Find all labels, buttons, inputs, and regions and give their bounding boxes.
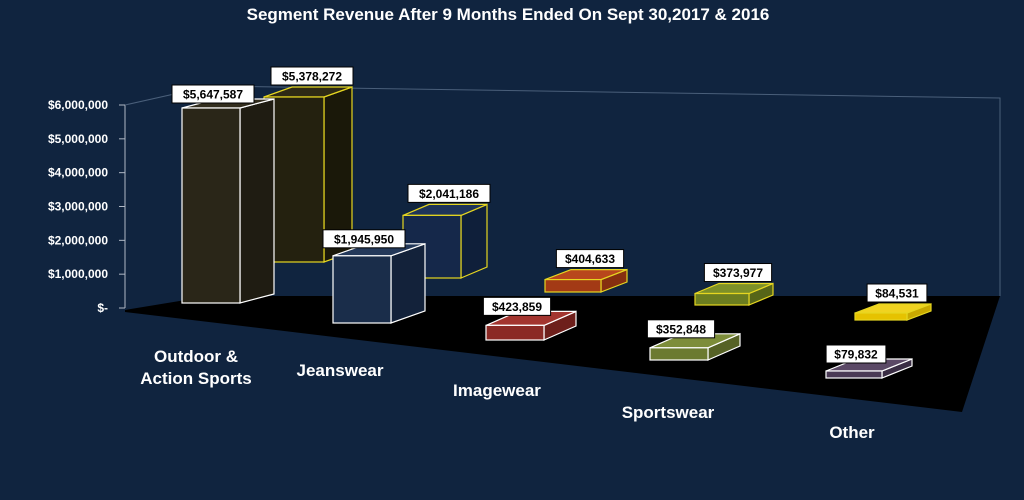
front-data-label-3-text: $352,848 — [656, 322, 706, 336]
front-bar-0-front — [181, 107, 241, 304]
front-data-label-3: $352,848 — [646, 319, 716, 339]
front-bar-1-side — [390, 242, 426, 324]
front-bar-0-side — [239, 98, 275, 304]
front-bar-2-front — [485, 324, 545, 341]
back-data-label-4: $84,531 — [866, 283, 928, 303]
y-axis: $- $1,000,000 $2,000,000 $3,000,000 $4,000,0… — [48, 98, 125, 315]
front-bar-0 — [181, 98, 275, 304]
category-label-2: Imagewear — [453, 381, 541, 400]
y-tick-label: $- — [97, 301, 108, 315]
category-label-line: Other — [829, 423, 875, 442]
front-data-label-4: $79,832 — [825, 344, 887, 364]
wall-edge — [124, 85, 1001, 296]
y-tick-label: $5,000,000 — [48, 132, 108, 146]
category-label-line: Imagewear — [453, 381, 541, 400]
back-data-label-1: $2,041,186 — [407, 183, 491, 203]
front-data-label-0: $5,647,587 — [171, 84, 255, 104]
front-data-label-0-text: $5,647,587 — [183, 88, 243, 102]
back-bar-3-front — [694, 292, 750, 306]
front-data-label-2-box — [482, 296, 552, 316]
category-label-4: Other — [829, 423, 875, 442]
front-data-label-2: $423,859 — [482, 296, 552, 316]
y-tick-label: $6,000,000 — [48, 98, 108, 112]
y-tick-label: $2,000,000 — [48, 233, 108, 247]
back-bar-3 — [694, 282, 774, 306]
category-label-line: Outdoor & — [154, 347, 238, 366]
front-bar-4-front — [825, 370, 883, 379]
front-bar-2 — [485, 310, 577, 341]
category-label-line: Action Sports — [140, 369, 251, 388]
back-bar-4-front — [854, 312, 908, 321]
data-labels: $5,378,272 $2,041,186 $404,633 $373,977 $84,… — [171, 66, 928, 364]
back-data-label-4-box — [866, 283, 928, 303]
back-bar-2-front — [544, 278, 602, 293]
front-data-label-3-box — [646, 319, 716, 339]
front-bar-3-front — [649, 347, 709, 361]
chart-floor — [125, 296, 1000, 412]
category-label-1: Jeanswear — [297, 361, 384, 380]
category-label-line: Jeanswear — [297, 361, 384, 380]
back-data-label-0-text: $5,378,272 — [282, 70, 342, 84]
front-bar-1-front — [332, 255, 392, 324]
y-tick-label: $1,000,000 — [48, 267, 108, 281]
back-data-label-2-text: $404,633 — [565, 252, 615, 266]
back-data-label-3-text: $373,977 — [713, 266, 763, 280]
back-data-label-2-box — [555, 249, 625, 269]
back-bar-4 — [854, 303, 932, 321]
back-bar-2 — [544, 268, 628, 293]
back-data-label-0: $5,378,272 — [270, 66, 354, 86]
front-data-label-1-box — [322, 229, 406, 249]
back-data-label-3: $373,977 — [703, 263, 773, 283]
category-labels: Outdoor & Action Sports Jeanswear Imagewear… — [140, 347, 875, 442]
back-data-label-2: $404,633 — [555, 249, 625, 269]
back-bar-1-side — [460, 203, 488, 279]
chart-title: Segment Revenue After 9 Months Ended On … — [247, 5, 770, 24]
front-series-bars — [181, 98, 913, 379]
front-bar-3 — [649, 332, 741, 361]
category-label-line: Sportswear — [622, 403, 715, 422]
category-label-0: Outdoor & Action Sports — [140, 347, 251, 388]
y-tick-label: $4,000,000 — [48, 166, 108, 180]
floor-plane — [125, 296, 1000, 412]
category-label-3: Sportswear — [622, 403, 715, 422]
back-data-label-1-box — [407, 183, 491, 203]
back-data-label-4-text: $84,531 — [875, 287, 919, 301]
front-bar-4 — [825, 358, 913, 379]
front-data-label-4-text: $79,832 — [834, 348, 878, 362]
back-data-label-1-text: $2,041,186 — [419, 187, 479, 201]
front-data-label-1: $1,945,950 — [322, 229, 406, 249]
front-data-label-1-text: $1,945,950 — [334, 232, 394, 246]
front-data-label-2-text: $423,859 — [492, 300, 542, 314]
front-bar-1 — [332, 242, 426, 324]
y-tick-label: $3,000,000 — [48, 200, 108, 214]
front-data-label-0-box — [171, 84, 255, 104]
back-data-label-3-box — [703, 263, 773, 283]
front-data-label-4-box — [825, 344, 887, 364]
back-data-label-0-box — [270, 66, 354, 86]
